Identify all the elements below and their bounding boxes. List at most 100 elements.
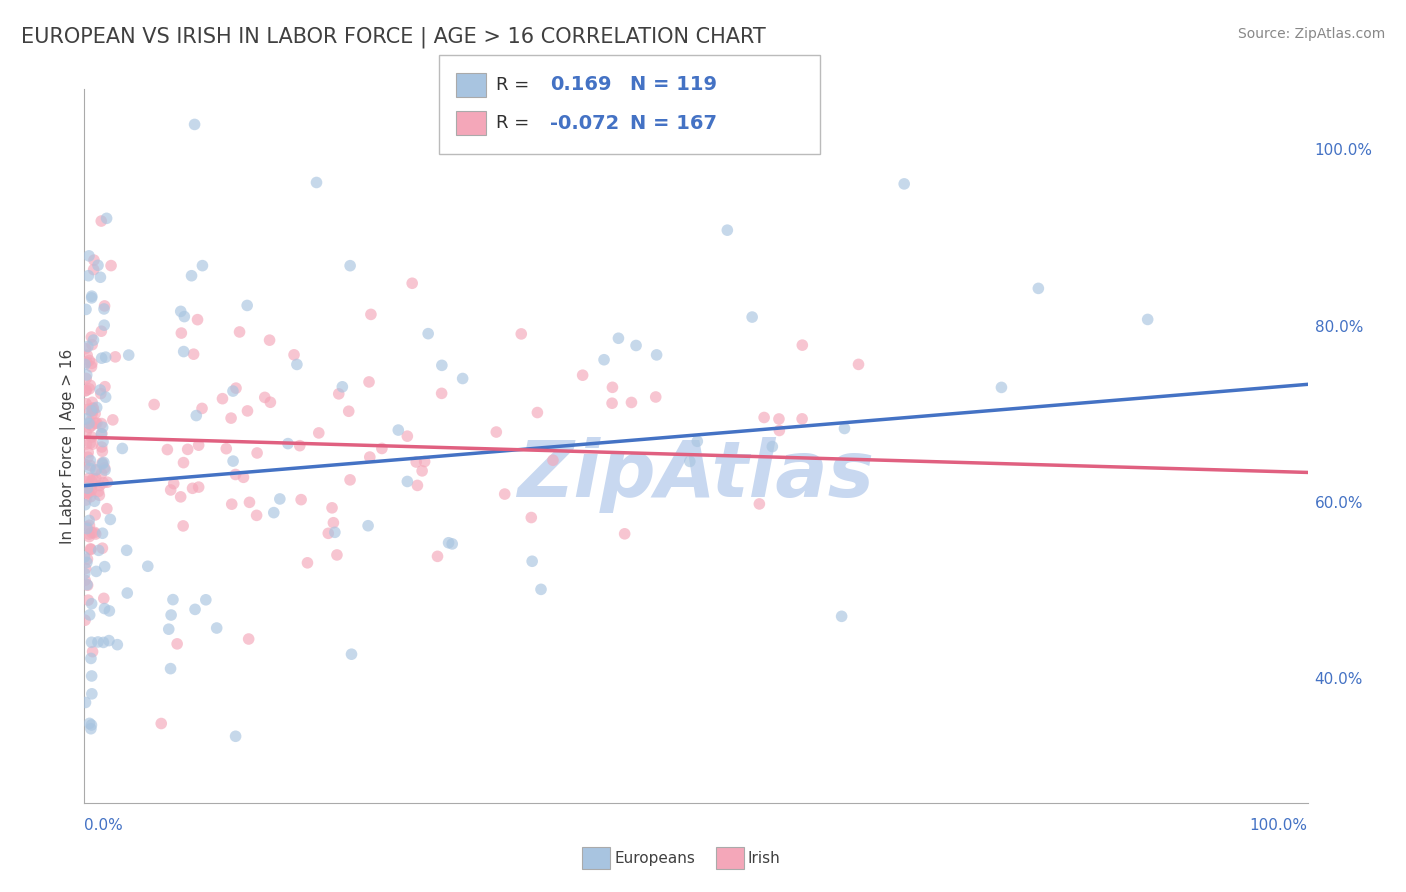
Point (82, 403, 104, 417)
Point (494, 487, 516, 501)
Point (77, 593, 100, 607)
Point (405, 455, 427, 469)
Point (80, 483, 103, 497)
Point (170, 326, 193, 340)
Point (91, 541, 114, 556)
Point (485, 425, 508, 439)
Point (644, 390, 666, 404)
Point (77, 450, 100, 465)
Point (530, 582, 553, 597)
Point (396, 429, 419, 443)
Point (246, 446, 269, 460)
Point (80, 404, 103, 418)
Point (89, 478, 111, 492)
Point (79, 461, 101, 475)
Point (741, 310, 763, 324)
Point (322, 516, 344, 530)
Point (277, 436, 299, 450)
Point (186, 312, 208, 326)
Point (79, 382, 101, 396)
Point (86, 416, 108, 430)
Point (396, 475, 419, 489)
Point (77, 471, 100, 485)
Point (76, 475, 98, 489)
Point (357, 518, 380, 533)
Point (90, 324, 112, 338)
Point (1136, 312, 1159, 326)
Point (752, 410, 775, 425)
Point (411, 464, 433, 478)
Point (205, 621, 228, 635)
Point (80, 490, 103, 504)
Point (75, 383, 97, 397)
Point (80, 718, 103, 732)
Point (269, 491, 291, 506)
Point (571, 368, 593, 383)
Point (156, 442, 179, 457)
Point (77, 486, 100, 500)
Point (172, 519, 194, 533)
Point (76, 481, 98, 495)
Point (236, 404, 259, 418)
Point (526, 405, 548, 419)
Text: Irish: Irish (748, 851, 780, 865)
Point (340, 647, 363, 661)
Point (387, 423, 409, 437)
Point (104, 350, 127, 364)
Point (75, 561, 97, 575)
Point (371, 442, 394, 456)
Point (73, 613, 96, 627)
Point (76, 485, 98, 500)
Point (91, 475, 114, 490)
Point (84, 407, 107, 421)
Point (94, 350, 117, 364)
Point (510, 326, 533, 341)
Point (285, 358, 308, 372)
Point (761, 440, 783, 454)
Point (194, 592, 217, 607)
Point (91, 457, 114, 471)
Point (183, 347, 205, 361)
Point (117, 586, 139, 600)
Point (792, 338, 814, 352)
Point (73, 357, 96, 371)
Point (80, 651, 103, 665)
Point (80, 359, 103, 374)
Point (94, 463, 117, 477)
Point (225, 467, 247, 482)
Point (170, 304, 193, 318)
Point (211, 392, 233, 406)
Point (187, 480, 209, 494)
Point (768, 424, 790, 438)
Point (83, 525, 105, 540)
Point (96, 211, 118, 226)
Point (93, 591, 115, 606)
Point (80, 356, 103, 370)
Point (679, 454, 702, 468)
Point (83, 262, 105, 277)
Point (80, 330, 103, 344)
Point (163, 476, 186, 491)
Text: 0.169: 0.169 (550, 75, 612, 95)
Point (105, 638, 128, 652)
Point (90, 417, 112, 431)
Point (76, 368, 98, 382)
Point (76, 355, 98, 369)
Point (94, 380, 117, 394)
Point (283, 348, 305, 362)
Point (136, 559, 159, 574)
Point (181, 481, 204, 495)
Point (97, 633, 120, 648)
Point (87, 543, 110, 558)
Point (75, 412, 97, 426)
Point (82, 395, 104, 409)
Point (222, 454, 245, 468)
Point (93, 601, 115, 615)
Point (80, 289, 103, 303)
Point (430, 386, 453, 401)
Point (215, 442, 238, 456)
Point (84, 527, 107, 541)
Point (76, 577, 98, 591)
Point (748, 497, 770, 511)
Point (75, 397, 97, 411)
